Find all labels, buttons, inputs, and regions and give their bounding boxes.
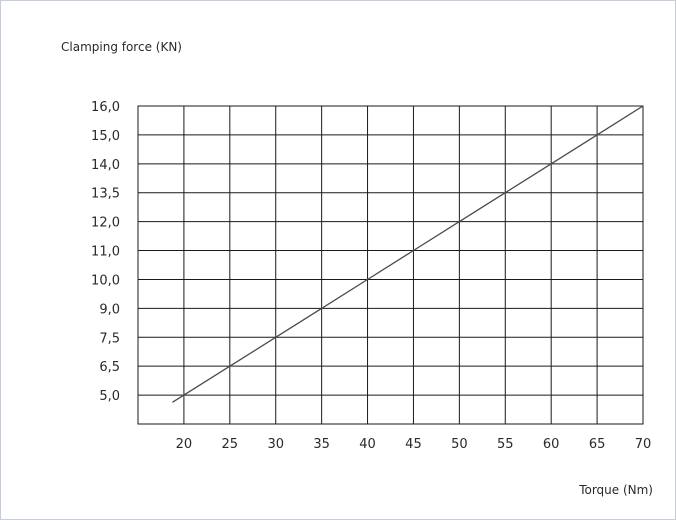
series-layer (172, 105, 644, 403)
x-tick-label: 30 (267, 437, 284, 452)
series-line (172, 105, 644, 403)
y-tick-label: 11,0 (91, 245, 120, 260)
y-tick-label: 10,0 (91, 273, 120, 288)
x-tick-labels: 20 25 30 35 40 45 50 55 60 65 70 (176, 437, 652, 452)
y-tick-labels: 16,0 15,0 14,0 13,5 12,0 11,0 10,0 9,0 7,5 6,5 5,0 (91, 100, 120, 404)
x-axis-title: Torque (Nm) (578, 483, 653, 497)
y-axis-title: Clamping force (KN) (61, 40, 182, 54)
y-tick-label: 14,0 (91, 158, 120, 173)
x-tick-label: 35 (313, 437, 330, 452)
x-tick-label: 65 (589, 437, 606, 452)
y-tick-label: 12,0 (91, 216, 120, 231)
y-tick-label: 16,0 (91, 100, 120, 115)
x-tick-label: 70 (635, 437, 652, 452)
y-tick-label: 7,5 (99, 331, 120, 346)
grid (137, 105, 644, 425)
y-tick-label: 6,5 (99, 360, 120, 375)
x-tick-label: 60 (543, 437, 560, 452)
x-tick-label: 45 (405, 437, 422, 452)
y-tick-label: 15,0 (91, 129, 120, 144)
x-tick-label: 40 (359, 437, 376, 452)
x-tick-label: 25 (222, 437, 239, 452)
y-tick-label: 5,0 (99, 389, 120, 404)
x-tick-label: 50 (451, 437, 468, 452)
y-tick-label: 13,5 (91, 187, 120, 202)
plot-border (137, 105, 644, 425)
x-tick-label: 55 (497, 437, 514, 452)
x-tick-label: 20 (176, 437, 193, 452)
y-tick-label: 9,0 (99, 302, 120, 317)
